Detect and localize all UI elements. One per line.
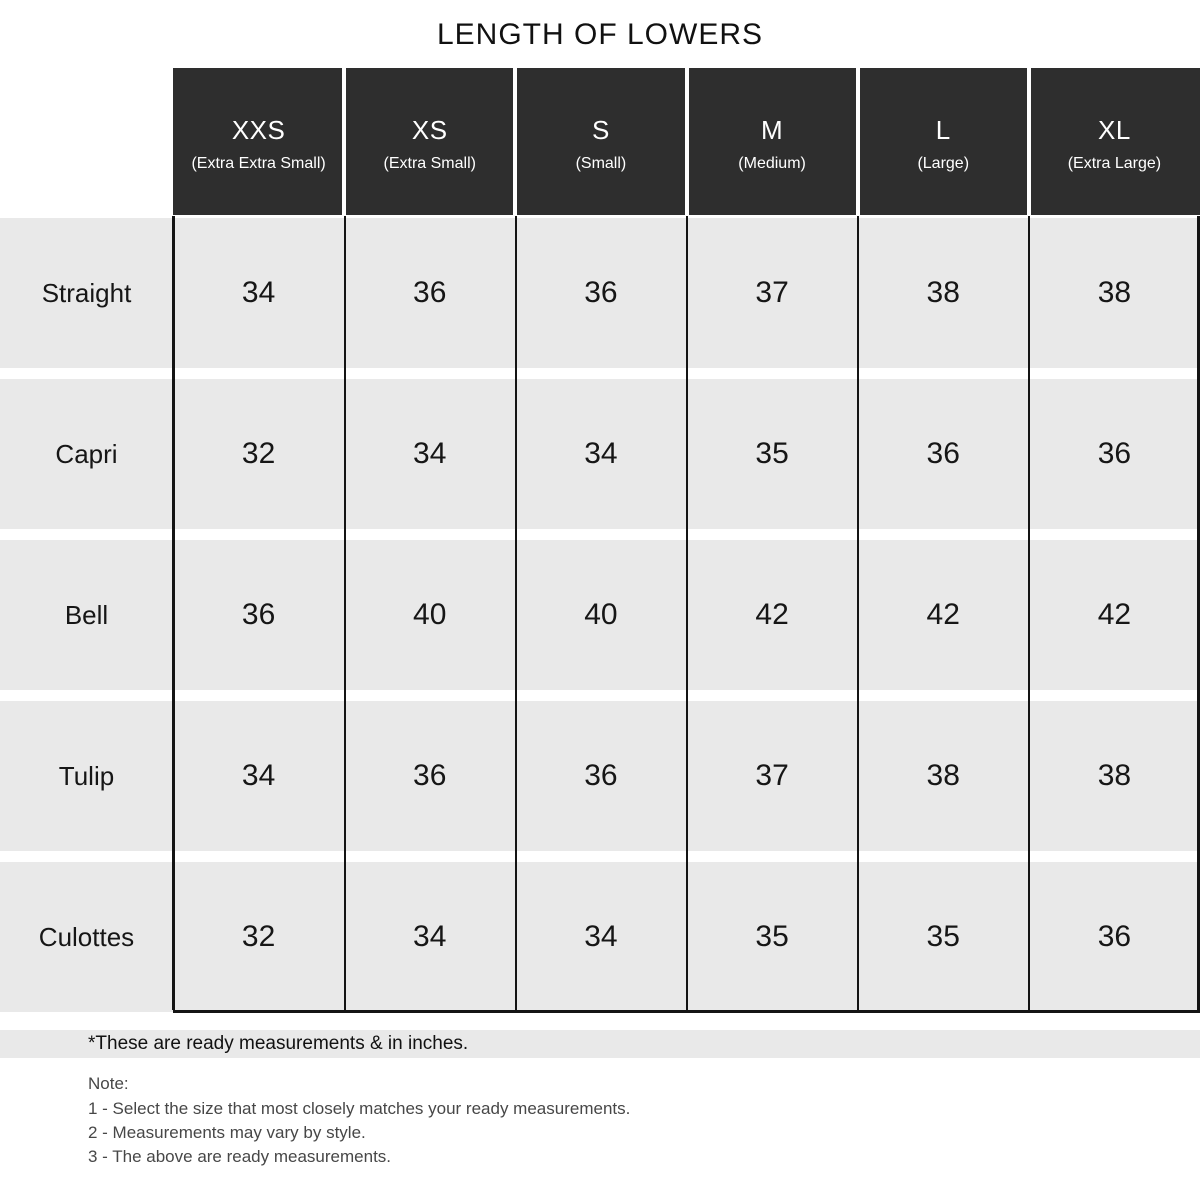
size-code: XL xyxy=(1098,114,1131,145)
measurement-cell: 42 xyxy=(926,598,960,631)
table-border-bottom xyxy=(173,1010,1200,1013)
column-divider xyxy=(857,216,859,1010)
measurement-cell: 38 xyxy=(926,759,960,792)
column-divider xyxy=(1028,216,1030,1010)
column-divider xyxy=(686,216,688,1010)
column-header-m: M (Medium) xyxy=(687,68,858,215)
note-item: 3 - The above are ready measurements. xyxy=(88,1147,392,1166)
column-divider xyxy=(515,216,517,1010)
size-code: M xyxy=(760,114,784,145)
measurement-cell: 36 xyxy=(584,276,618,309)
table-row-bell: Bell 36 40 40 42 42 42 xyxy=(0,540,1200,690)
footnote-band: *These are ready measurements & in inche… xyxy=(0,1030,1200,1058)
size-code: XS xyxy=(411,114,448,145)
measurement-cell: 36 xyxy=(926,437,960,470)
size-code: S xyxy=(591,114,610,145)
row-cells: 34 36 36 37 38 38 xyxy=(173,701,1200,851)
table-border-right xyxy=(1197,216,1200,1010)
size-label: (Large) xyxy=(917,154,970,172)
measurement-cell: 40 xyxy=(413,598,447,631)
measurement-cell: 34 xyxy=(584,437,618,470)
note-block: Note: 1 - Select the size that most clos… xyxy=(88,1072,630,1169)
row-label: Straight xyxy=(41,277,132,308)
table-row-capri: Capri 32 34 34 35 36 36 xyxy=(0,379,1200,529)
measurement-cell: 34 xyxy=(241,759,276,792)
header-divider xyxy=(513,68,517,215)
header-divider xyxy=(856,68,860,215)
measurement-cell: 36 xyxy=(584,759,618,792)
row-cells: 32 34 34 35 36 36 xyxy=(173,379,1200,529)
size-code: XXS xyxy=(231,114,286,145)
header-divider xyxy=(685,68,689,215)
measurement-cell: 40 xyxy=(584,598,618,631)
header-divider xyxy=(342,68,346,215)
table-row-straight: Straight 34 36 36 37 38 38 xyxy=(0,218,1200,368)
size-label: (Extra Large) xyxy=(1067,154,1162,172)
note-heading: Note: xyxy=(88,1074,129,1093)
page-title: LENGTH OF LOWERS xyxy=(436,18,764,51)
row-label: Culottes xyxy=(38,921,135,952)
row-label: Capri xyxy=(55,438,118,469)
table-border-left xyxy=(172,216,175,1010)
measurement-cell: 34 xyxy=(241,276,276,309)
column-header-xs: XS (Extra Small) xyxy=(344,68,515,215)
size-label: (Small) xyxy=(575,154,627,172)
size-code: L xyxy=(935,114,951,145)
row-cells: 32 34 34 35 35 36 xyxy=(173,862,1200,1012)
measurement-cell: 36 xyxy=(1097,437,1132,470)
measurement-cell: 37 xyxy=(755,759,789,792)
column-header-l: L (Large) xyxy=(858,68,1029,215)
column-header-xl: XL (Extra Large) xyxy=(1029,68,1200,215)
column-header-xxs: XXS (Extra Extra Small) xyxy=(173,68,344,215)
measurement-cell: 38 xyxy=(926,276,960,309)
header-divider xyxy=(1027,68,1031,215)
table-row-tulip: Tulip 34 36 36 37 38 38 xyxy=(0,701,1200,851)
measurement-cell: 38 xyxy=(1097,276,1132,309)
row-label: Tulip xyxy=(58,760,115,791)
table-row-culottes: Culottes 32 34 34 35 35 36 xyxy=(0,862,1200,1012)
measurement-cell: 36 xyxy=(413,759,447,792)
measurement-cell: 34 xyxy=(584,920,618,953)
measurement-cell: 42 xyxy=(1097,598,1132,631)
measurement-cell: 36 xyxy=(1097,920,1132,953)
measurement-cell: 32 xyxy=(241,920,276,953)
measurement-cell: 35 xyxy=(755,437,789,470)
column-header-s: S (Small) xyxy=(515,68,686,215)
measurement-cell: 35 xyxy=(755,920,789,953)
size-label: (Extra Extra Small) xyxy=(191,154,326,172)
size-label: (Medium) xyxy=(738,154,806,172)
note-item: 1 - Select the size that most closely ma… xyxy=(88,1099,631,1118)
measurement-cell: 34 xyxy=(413,437,447,470)
measurement-cell: 37 xyxy=(755,276,789,309)
measurement-cell: 36 xyxy=(413,276,447,309)
size-label: (Extra Small) xyxy=(383,154,476,172)
row-cells: 36 40 40 42 42 42 xyxy=(173,540,1200,690)
footnote-text: *These are ready measurements & in inche… xyxy=(88,1033,469,1054)
column-divider xyxy=(344,216,346,1010)
measurement-cell: 35 xyxy=(926,920,960,953)
row-cells: 34 36 36 37 38 38 xyxy=(173,218,1200,368)
measurement-cell: 36 xyxy=(241,598,276,631)
measurement-cell: 42 xyxy=(755,598,789,631)
measurement-cell: 32 xyxy=(241,437,276,470)
row-label: Bell xyxy=(64,599,109,630)
note-item: 2 - Measurements may vary by style. xyxy=(88,1123,366,1142)
measurement-cell: 34 xyxy=(413,920,447,953)
measurement-cell: 38 xyxy=(1097,759,1132,792)
